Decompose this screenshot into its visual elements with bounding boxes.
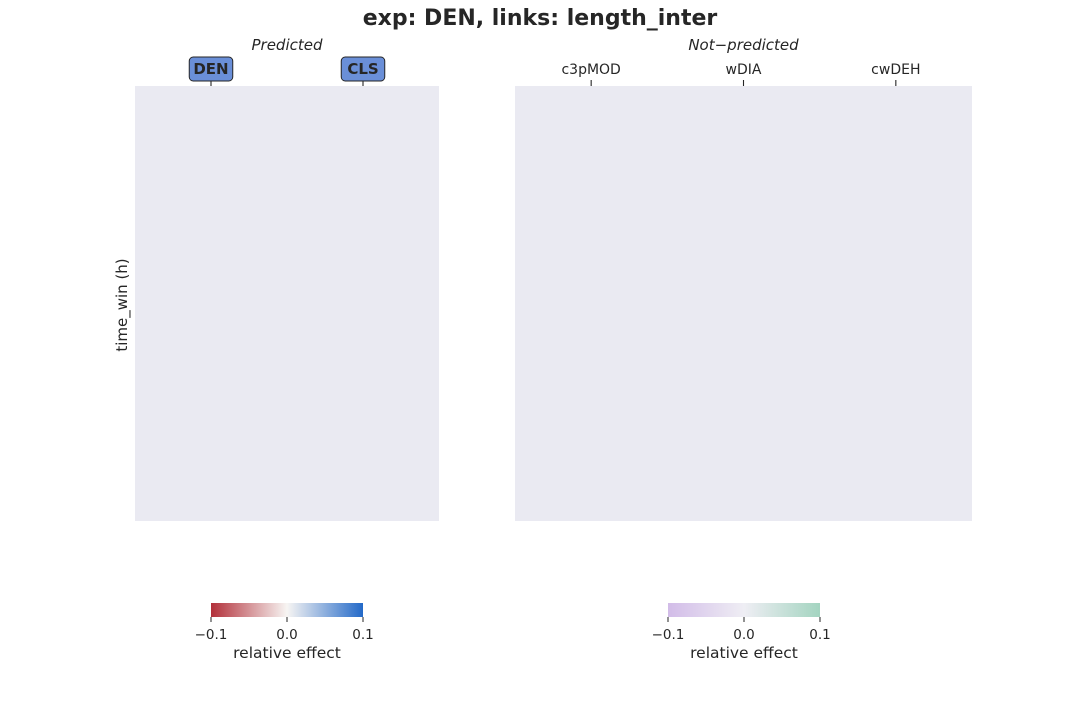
column-label: c3pMOD: [561, 62, 620, 78]
colorbar-label: relative effect: [690, 644, 798, 662]
colorbar-tick-label: 0.0: [733, 627, 754, 643]
heatmap-area: [135, 86, 439, 521]
column-label: CLS: [347, 60, 378, 78]
chart-title: exp: DEN, links: length_inter: [363, 6, 718, 31]
colorbar: [211, 603, 363, 617]
heatmap-area: [515, 86, 972, 521]
y-axis-label: time_win (h): [113, 258, 132, 351]
colorbar-tick-label: −0.1: [195, 627, 228, 643]
colorbar: [668, 603, 820, 617]
colorbar-tick-label: −0.1: [652, 627, 685, 643]
panel-1: Predicted DEN CLS −0.1 0.0 0.1 relative effect: [135, 36, 439, 662]
column-label-box: [340, 56, 386, 82]
colorbar-tick-label: 0.1: [809, 627, 830, 643]
panel-subtitle: Not−predicted: [688, 36, 799, 54]
column-label: DEN: [193, 60, 228, 78]
heatmap-panels: Predicted DEN CLS −0.1 0.0 0.1 relative effect…: [135, 36, 972, 662]
colorbar-tick-label: 0.1: [352, 627, 373, 643]
colorbar-tick-label: 0.0: [276, 627, 297, 643]
panel-subtitle: Predicted: [251, 36, 322, 54]
column-label: cwDEH: [871, 62, 920, 78]
column-label-box: [188, 56, 234, 82]
panel-2: Not−predicted c3pMOD wDIA cwDEH −0.1 0.0 0.1 re…: [515, 36, 972, 662]
colorbar-label: relative effect: [233, 644, 341, 662]
column-label: wDIA: [726, 62, 762, 78]
